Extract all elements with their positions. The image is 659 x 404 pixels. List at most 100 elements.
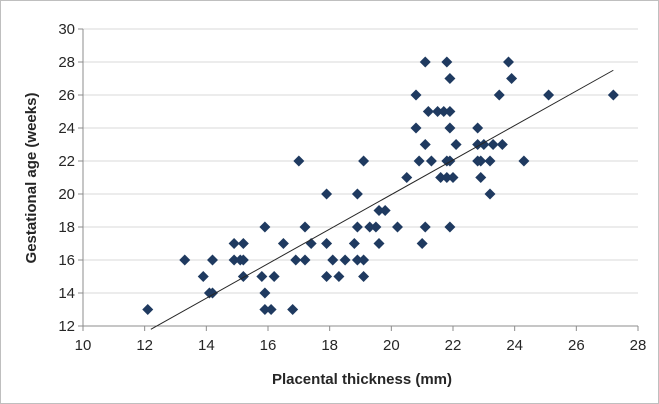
y-tick-label: 14	[58, 285, 75, 302]
x-tick-label: 20	[383, 337, 400, 354]
data-point	[333, 271, 345, 282]
y-tick-label: 26	[58, 87, 75, 104]
x-tick-label: 16	[260, 337, 277, 354]
data-point	[290, 254, 302, 266]
data-point	[401, 172, 413, 183]
data-point	[373, 238, 385, 249]
data-point	[259, 304, 271, 315]
data-point	[207, 254, 218, 266]
data-point	[484, 188, 496, 200]
data-point	[450, 139, 462, 150]
data-point	[503, 56, 514, 68]
data-point	[358, 254, 370, 266]
data-point	[444, 221, 456, 233]
data-point	[179, 254, 191, 266]
x-tick-label: 22	[445, 337, 462, 354]
x-tick-labels: 10 12 14 16 18 20 22 24 26 28	[75, 337, 647, 354]
y-tick-label: 22	[58, 153, 75, 170]
data-point	[432, 106, 444, 117]
data-point	[419, 56, 431, 68]
trendline	[150, 69, 614, 330]
data-point	[265, 304, 277, 315]
data-point	[299, 254, 311, 266]
data-point	[506, 73, 518, 84]
data-point	[444, 106, 456, 117]
data-point	[487, 139, 499, 150]
data-point	[413, 155, 425, 167]
x-tick-label: 12	[136, 337, 153, 354]
data-point	[351, 188, 363, 200]
y-tick-label: 16	[58, 252, 75, 269]
data-point	[228, 254, 240, 266]
data-point	[484, 155, 496, 167]
data-point	[493, 89, 505, 101]
data-point	[358, 155, 370, 167]
data-point	[299, 221, 311, 233]
data-point	[259, 221, 271, 233]
data-point	[321, 238, 333, 249]
data-point	[321, 188, 333, 200]
data-point	[293, 155, 305, 167]
data-point	[496, 139, 508, 150]
x-tick-label: 14	[198, 337, 215, 354]
data-point	[237, 271, 249, 282]
data-point	[419, 139, 431, 150]
data-point	[410, 122, 422, 134]
data-point	[197, 271, 209, 282]
data-point	[422, 106, 434, 117]
data-point	[237, 254, 249, 266]
data-point	[228, 238, 240, 249]
data-point	[237, 238, 249, 249]
data-point	[348, 238, 360, 249]
data-point	[419, 221, 431, 233]
data-point	[327, 254, 339, 266]
data-point	[475, 155, 487, 167]
data-point	[373, 205, 385, 216]
axes	[78, 28, 639, 331]
data-point	[447, 172, 459, 183]
y-tick-label: 12	[58, 318, 75, 335]
data-point	[358, 271, 370, 282]
data-point	[364, 221, 376, 233]
y-tick-label: 30	[58, 21, 75, 38]
data-point	[351, 221, 363, 233]
x-tick-label: 24	[506, 337, 523, 354]
x-tick-label: 10	[75, 337, 92, 354]
data-point	[438, 106, 450, 117]
data-point	[441, 56, 453, 68]
data-point	[416, 238, 428, 249]
data-point	[607, 89, 619, 101]
data-point	[444, 73, 456, 84]
data-point	[472, 122, 484, 134]
data-point	[339, 254, 351, 266]
x-tick-label: 26	[568, 337, 585, 354]
y-tick-label: 24	[58, 120, 75, 137]
data-point	[410, 89, 422, 101]
data-point	[256, 271, 268, 282]
data-point	[268, 271, 280, 282]
y-axis-title: Gestational age (weeks)	[23, 93, 40, 264]
data-point	[321, 271, 333, 282]
data-point	[370, 221, 382, 233]
x-tick-label: 28	[630, 337, 647, 354]
y-tick-labels: 12 14 16 18 20 22 24 26 28 30	[58, 21, 75, 335]
data-point	[425, 155, 437, 167]
trendline-line	[150, 69, 614, 330]
y-tick-label: 18	[58, 219, 75, 236]
data-point	[379, 205, 391, 216]
data-point	[543, 89, 555, 101]
x-axis-title: Placental thickness (mm)	[272, 371, 452, 388]
data-point	[435, 172, 447, 183]
data-point	[444, 122, 456, 134]
data-point	[351, 254, 363, 266]
data-point	[287, 304, 299, 315]
data-points	[142, 56, 619, 315]
data-point	[277, 238, 289, 249]
data-point	[441, 172, 453, 183]
x-tick-label: 18	[321, 337, 338, 354]
y-tick-label: 20	[58, 186, 75, 203]
data-point	[392, 221, 403, 233]
data-point	[142, 304, 154, 315]
